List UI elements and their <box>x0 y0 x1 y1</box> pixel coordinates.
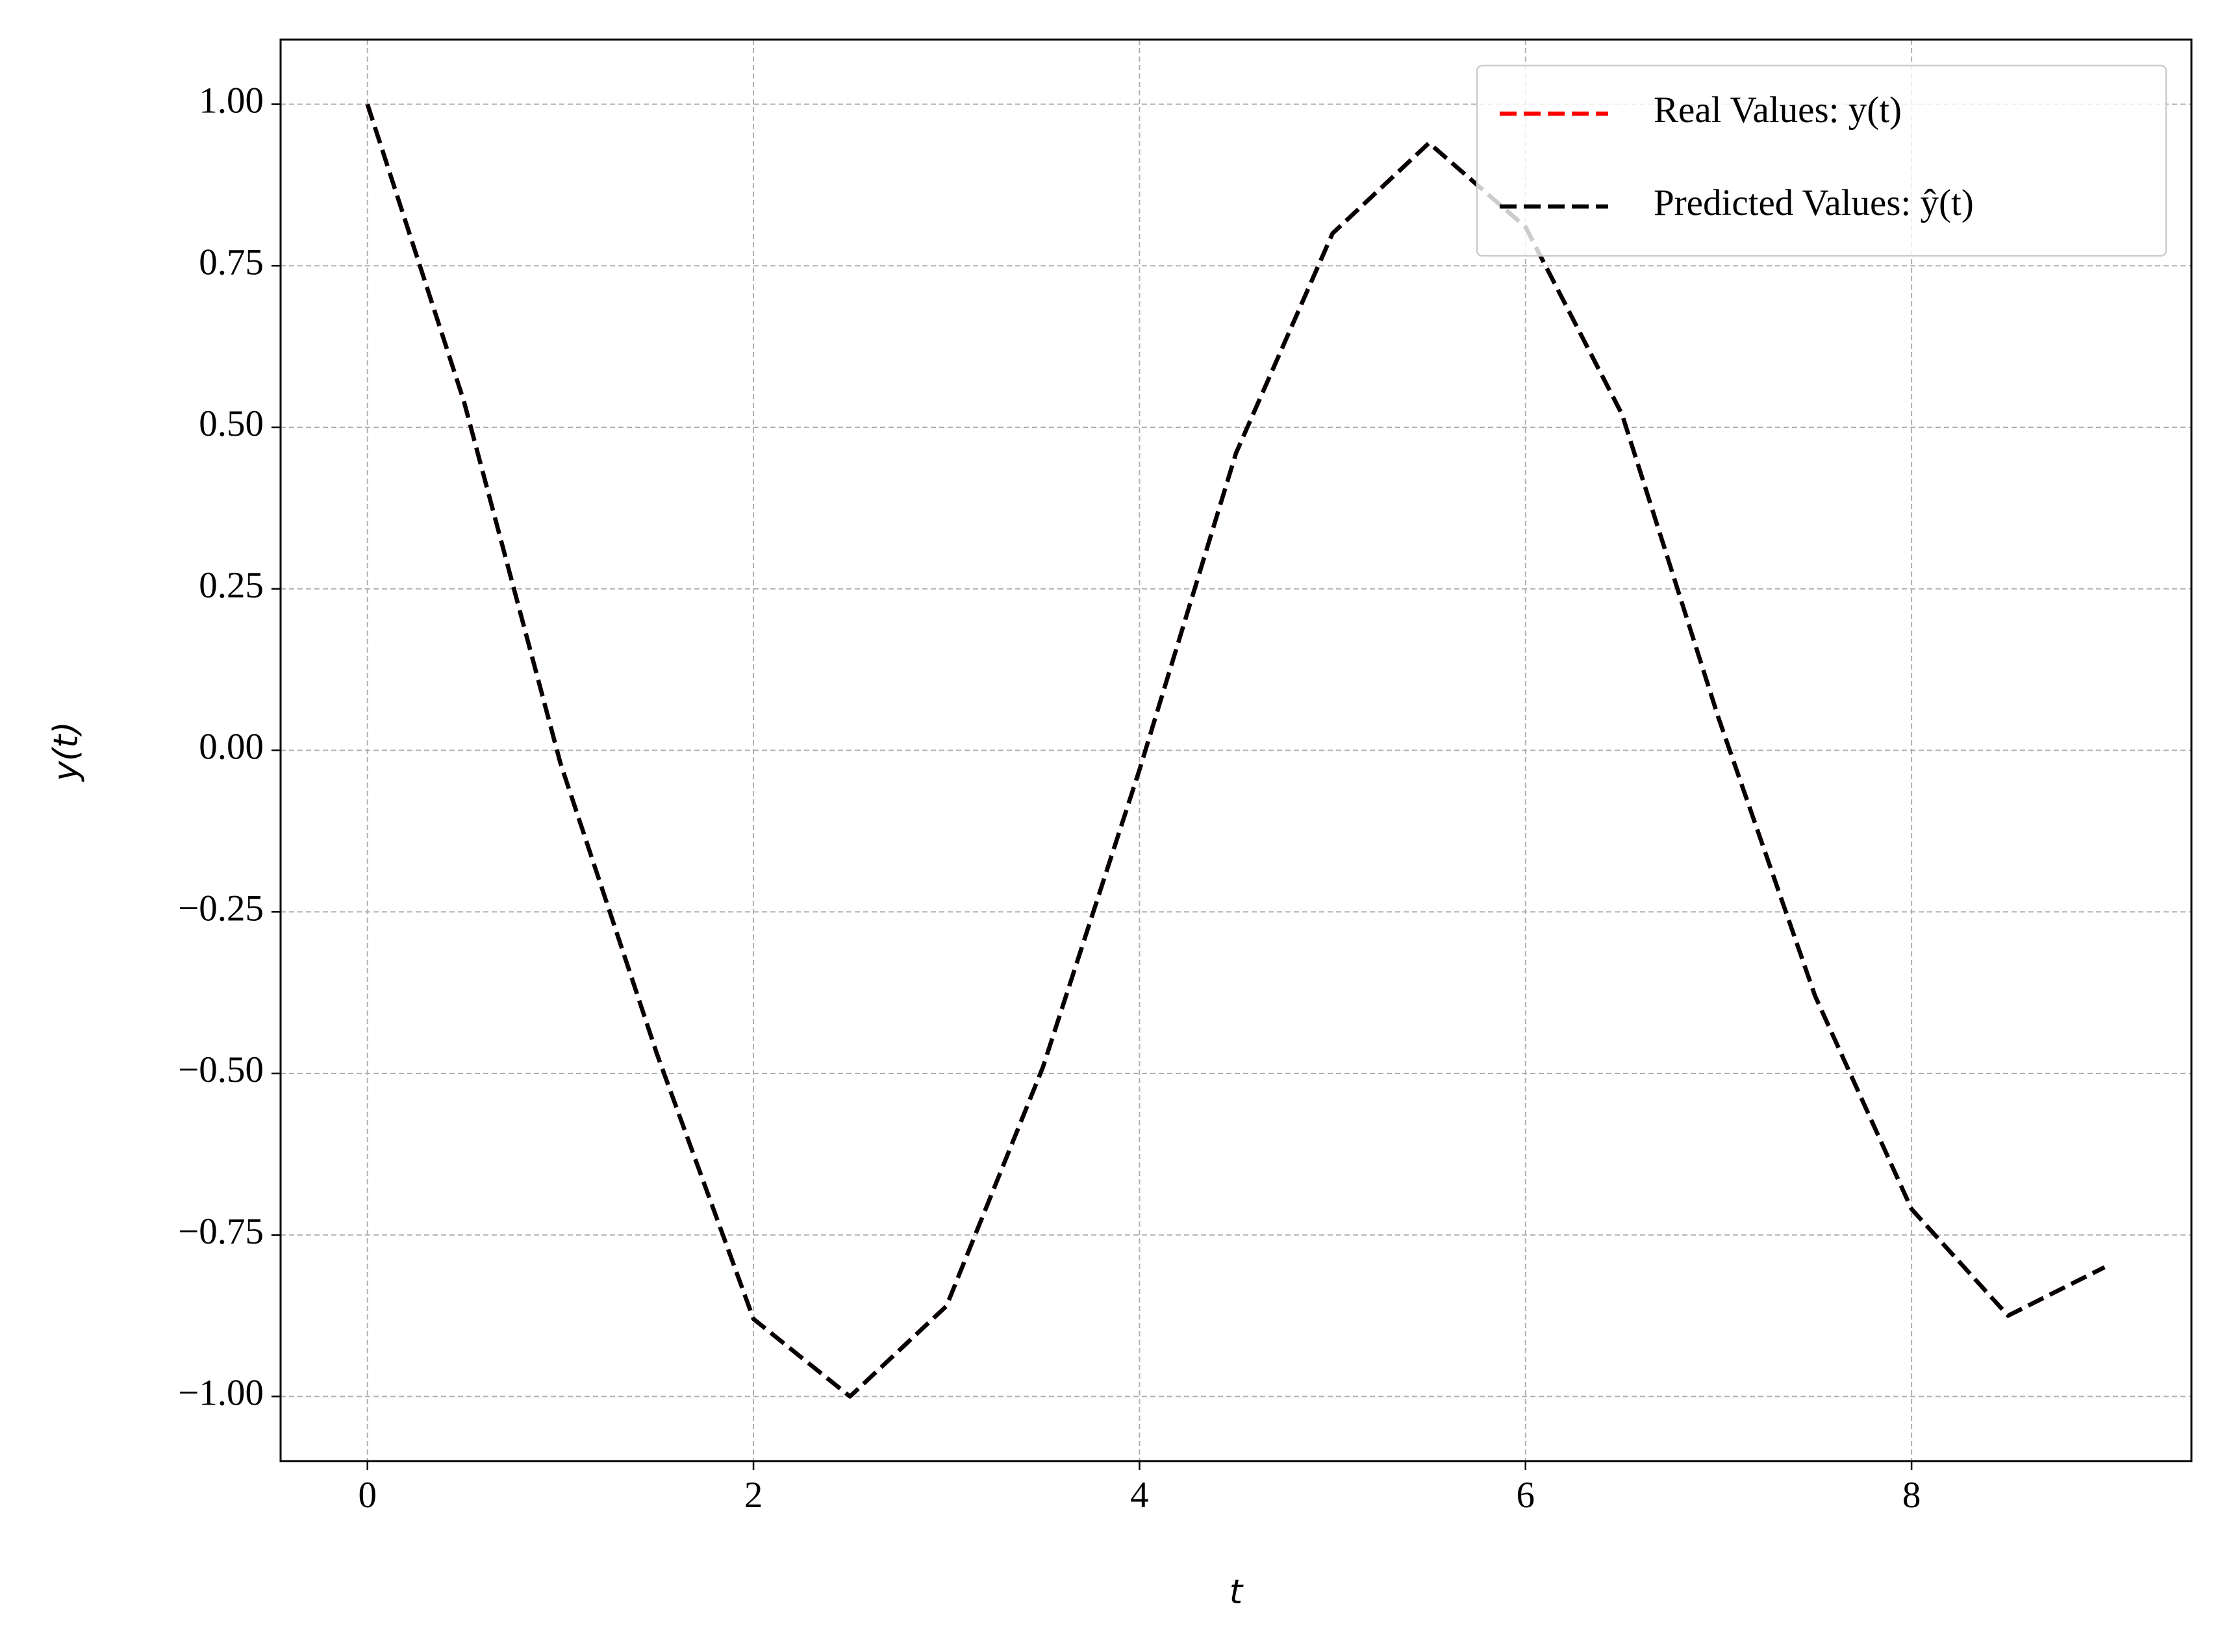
y-axis-label: y(t) <box>47 721 86 782</box>
y-tick-label: −0.75 <box>178 1211 264 1252</box>
y-tick-label: 0.50 <box>199 403 264 444</box>
series-line <box>365 103 2106 1399</box>
x-tick-label: 8 <box>1902 1475 1921 1516</box>
x-tick-label: 4 <box>1130 1475 1149 1516</box>
y-tick-label: 0.00 <box>199 727 264 768</box>
plot-frame <box>279 38 2193 1462</box>
y-tick-label: 1.00 <box>199 81 264 121</box>
y-tick-label: −0.25 <box>178 888 264 929</box>
y-tick-label: −0.50 <box>178 1049 264 1090</box>
legend-label: Real Values: y(t) <box>1654 90 1902 131</box>
legend-label: Predicted Values: ŷ(t) <box>1654 182 1974 223</box>
y-tick-label: −1.00 <box>178 1373 264 1414</box>
legend-box <box>1476 64 2167 257</box>
x-tick-label: 6 <box>1517 1475 1535 1516</box>
y-tick-label: 0.75 <box>199 242 264 282</box>
x-tick-label: 2 <box>744 1475 763 1516</box>
x-axis-label: t <box>1230 1573 1244 1612</box>
x-tick-label: 0 <box>358 1475 377 1516</box>
y-tick-label: 0.25 <box>199 565 264 606</box>
